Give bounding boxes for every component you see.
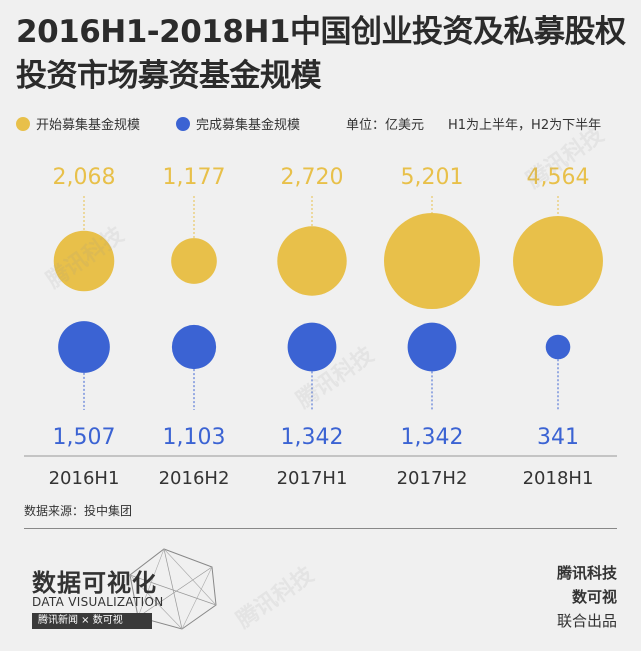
unit-label: 单位：亿美元 [346, 118, 425, 133]
done-bubble [171, 324, 217, 370]
legend-label-start: 开始募集基金规模 [36, 118, 141, 133]
badge-title: 数据可视化 [32, 569, 157, 597]
credits: 腾讯科技 数可视 联合出品 [557, 561, 617, 633]
legend-dot-done [176, 116, 190, 131]
start-bubble [53, 230, 115, 292]
legend-item-start: 开始募集基金规模 [16, 114, 140, 133]
start-value-label: 1,177 [163, 165, 226, 190]
done-bubble [287, 322, 337, 372]
start-value-label: 2,068 [53, 165, 116, 190]
badge-subtitle: DATA VISUALIZATION [32, 595, 164, 609]
start-bubble [513, 216, 603, 306]
bubble-chart: 2,068 1,507 2016H1 1,177 1,103 2016H2 2,720 1,3… [24, 165, 617, 489]
data-source: 数据来源：投中集团 [24, 504, 133, 518]
legend-item-done: 完成募集基金规模 [176, 114, 300, 133]
done-value-label: 1,342 [281, 425, 344, 450]
done-value-label: 1,342 [401, 425, 464, 450]
done-bubble [58, 321, 110, 373]
start-bubble [277, 226, 347, 296]
start-bubble [171, 238, 217, 284]
divider [24, 528, 617, 529]
done-bubble [545, 334, 571, 360]
category-label: 2017H1 [277, 468, 348, 489]
start-value-label: 2,720 [281, 165, 344, 190]
title-line-1: 2016H1-2018H1中国创业投资及私募股权 [16, 14, 626, 50]
legend: 开始募集基金规模 完成募集基金规模 单位：亿美元 H1为上半年，H2为下半年 [16, 114, 631, 136]
title-line-2: 投资市场募资基金规模 [16, 58, 322, 94]
credit-line-1: 腾讯科技 [556, 564, 617, 582]
credit-line-3: 联合出品 [556, 612, 617, 630]
done-bubble [407, 322, 457, 372]
badge-partners: 腾讯新闻 × 数可视 [32, 613, 152, 629]
category-label: 2017H2 [397, 468, 468, 489]
watermark: 腾讯科技 [232, 562, 319, 634]
start-bubble [384, 213, 480, 309]
polygon-logo-icon [129, 548, 217, 630]
start-value-label: 5,201 [401, 165, 464, 190]
dataviz-badge: 数据可视化 DATA VISUALIZATION 腾讯新闻 × 数可视 [24, 545, 217, 633]
category-label: 2016H1 [49, 468, 120, 489]
chart-title: 2016H1-2018H1中国创业投资及私募股权 投资市场募资基金规模 [16, 10, 631, 98]
credit-line-2: 数可视 [571, 588, 617, 606]
done-value-label: 1,103 [163, 425, 226, 450]
legend-label-done: 完成募集基金规模 [196, 118, 301, 133]
done-value-label: 341 [537, 425, 579, 450]
half-year-note: H1为上半年，H2为下半年 [448, 118, 602, 133]
start-value-label: 4,564 [527, 165, 590, 190]
category-label: 2016H2 [159, 468, 230, 489]
category-label: 2018H1 [523, 468, 594, 489]
done-value-label: 1,507 [53, 425, 116, 450]
legend-dot-start [16, 116, 30, 131]
